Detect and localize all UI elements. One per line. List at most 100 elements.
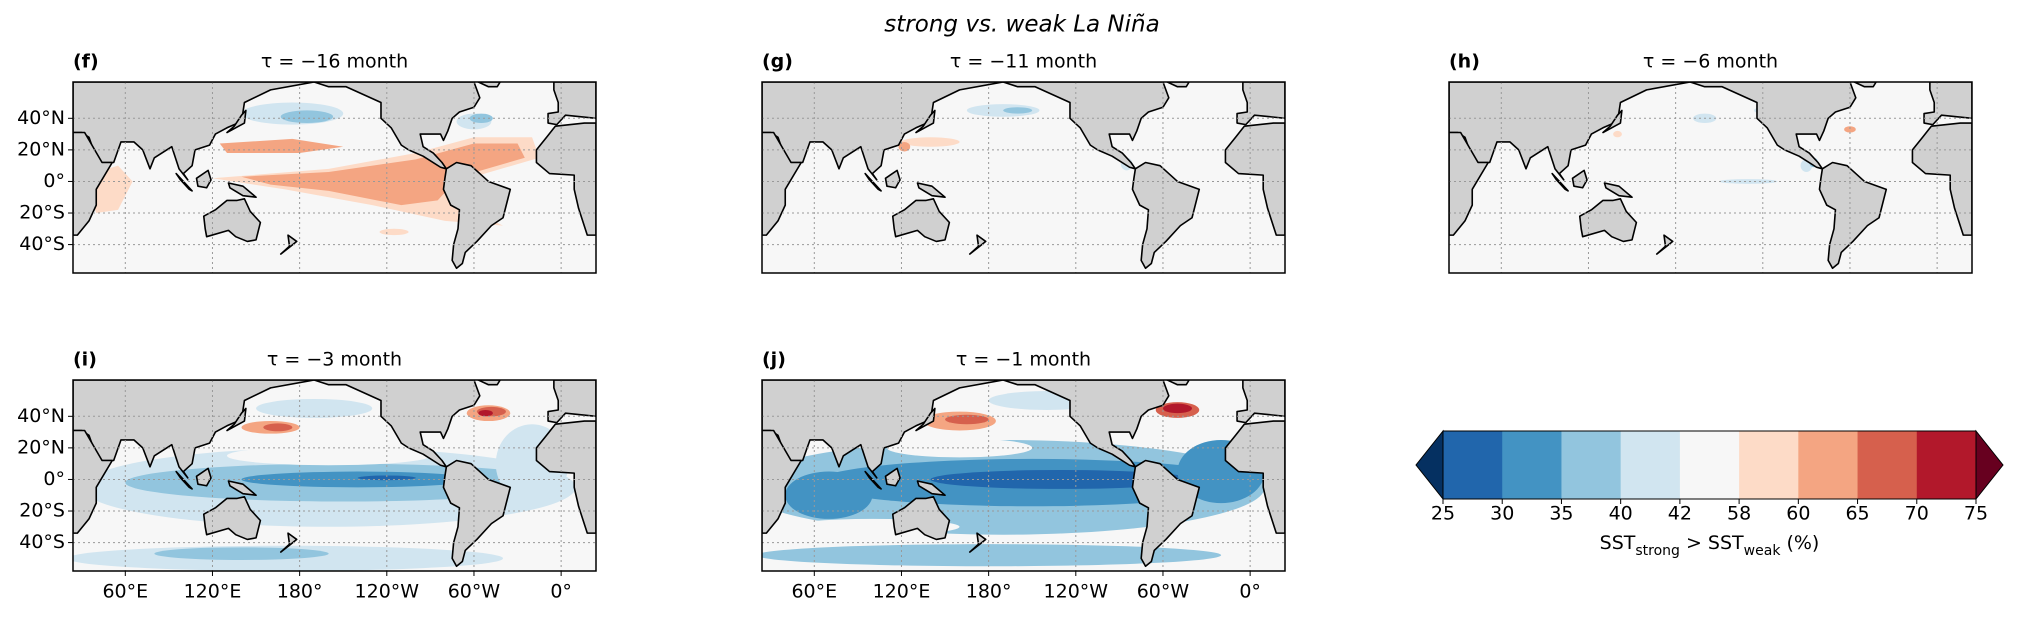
colorbar-tick-label: 75 bbox=[1964, 503, 1988, 525]
map-frame bbox=[761, 81, 1286, 274]
x-tick-label: 60°E bbox=[102, 581, 148, 603]
colorbar-tick-label: 58 bbox=[1727, 503, 1751, 525]
anomaly-region bbox=[154, 547, 329, 560]
land bbox=[227, 182, 257, 199]
x-tick-label: 180° bbox=[277, 581, 323, 603]
anomaly-region bbox=[280, 110, 334, 124]
map-panel bbox=[73, 82, 596, 273]
colorbar-frame bbox=[1442, 430, 1977, 500]
anomaly-region bbox=[241, 143, 525, 206]
colorbar-bin bbox=[1916, 431, 1977, 499]
land bbox=[915, 407, 936, 432]
land bbox=[916, 182, 946, 199]
colorbar-extend-under bbox=[1415, 429, 1444, 501]
land bbox=[1224, 122, 1285, 236]
land bbox=[547, 82, 596, 126]
colorbar-tick-label: 60 bbox=[1786, 503, 1810, 525]
y-tick-label: 40°S bbox=[19, 531, 65, 553]
land bbox=[1853, 82, 1877, 88]
land bbox=[477, 82, 501, 88]
anomaly-region bbox=[1844, 126, 1856, 133]
land bbox=[1923, 82, 1972, 126]
colorbar-extend-over bbox=[1975, 429, 2004, 501]
land bbox=[891, 198, 951, 243]
land bbox=[227, 480, 257, 497]
anomaly-region bbox=[226, 446, 431, 466]
land bbox=[1236, 380, 1285, 424]
map-panel bbox=[762, 82, 1285, 273]
land bbox=[1603, 182, 1633, 199]
colorbar-label-part: > SST bbox=[1680, 532, 1744, 554]
colorbar-label-part: SST bbox=[1600, 532, 1636, 554]
panel-title: τ = −3 month bbox=[267, 349, 402, 371]
anomaly-region bbox=[930, 469, 1193, 489]
colorbar-tick-label: 42 bbox=[1668, 503, 1692, 525]
anomaly-region bbox=[886, 438, 1033, 458]
x-tick-label: 120°W bbox=[1044, 581, 1109, 603]
map-frame bbox=[72, 379, 597, 572]
colorbar-tick-label: 70 bbox=[1905, 503, 1929, 525]
land bbox=[916, 480, 946, 497]
land bbox=[1602, 109, 1623, 134]
map-panel bbox=[73, 380, 596, 571]
land bbox=[547, 380, 596, 424]
land bbox=[73, 429, 114, 534]
x-tick-label: 120°E bbox=[873, 581, 931, 603]
panel-label: (f) bbox=[73, 51, 99, 73]
land bbox=[915, 109, 936, 134]
land bbox=[762, 429, 803, 534]
colorbar-tick-label: 30 bbox=[1490, 503, 1514, 525]
land bbox=[1166, 82, 1190, 88]
land bbox=[175, 470, 193, 490]
land bbox=[202, 496, 262, 541]
map-panel bbox=[1449, 82, 1972, 273]
land bbox=[73, 131, 114, 236]
x-tick-label: 60°E bbox=[791, 581, 837, 603]
panel-title: τ = −16 month bbox=[261, 51, 408, 73]
land bbox=[884, 467, 901, 487]
land bbox=[1571, 169, 1588, 189]
land bbox=[313, 82, 481, 170]
colorbar-bin bbox=[1502, 431, 1562, 499]
colorbar-label-part: weak bbox=[1744, 543, 1782, 559]
x-tick-label: 120°W bbox=[355, 581, 420, 603]
y-tick-label: 20°S bbox=[19, 500, 65, 522]
colorbar-bin bbox=[1739, 431, 1799, 499]
map-frame bbox=[1448, 81, 1973, 274]
colorbar-bin bbox=[1561, 431, 1622, 499]
colorbar-tick-label: 25 bbox=[1431, 503, 1455, 525]
anomaly-region bbox=[1162, 403, 1193, 414]
panel-title: τ = −1 month bbox=[956, 349, 1091, 371]
anomaly-region bbox=[762, 544, 1222, 567]
colorbar-label-part: strong bbox=[1635, 543, 1680, 559]
land bbox=[1911, 122, 1972, 236]
anomaly-region bbox=[478, 409, 493, 417]
land bbox=[202, 198, 262, 243]
land bbox=[864, 172, 882, 192]
land bbox=[1224, 420, 1285, 534]
land bbox=[891, 496, 951, 541]
land bbox=[1551, 172, 1569, 192]
y-tick-label: 40°N bbox=[17, 405, 65, 427]
colorbar-tick-label: 40 bbox=[1609, 503, 1633, 525]
x-tick-label: 180° bbox=[966, 581, 1012, 603]
x-tick-label: 120°E bbox=[184, 581, 242, 603]
x-tick-label: 0° bbox=[550, 581, 572, 603]
land bbox=[535, 420, 596, 534]
land bbox=[1002, 82, 1170, 170]
anomaly-region bbox=[379, 228, 409, 236]
map-frame bbox=[761, 379, 1286, 572]
x-tick-label: 60°W bbox=[1137, 581, 1190, 603]
land bbox=[226, 109, 247, 134]
anomaly-region bbox=[219, 138, 344, 154]
colorbar-label: SSTstrong > SSTweak (%) bbox=[1600, 532, 1820, 560]
anomaly-region bbox=[898, 141, 911, 152]
anomaly-region bbox=[1003, 107, 1033, 114]
land bbox=[226, 407, 247, 432]
panel-label: (i) bbox=[73, 349, 97, 371]
land bbox=[313, 380, 481, 468]
anomaly-region bbox=[901, 137, 960, 147]
y-tick-label: 20°N bbox=[17, 138, 65, 160]
panel-label: (h) bbox=[1449, 51, 1480, 73]
